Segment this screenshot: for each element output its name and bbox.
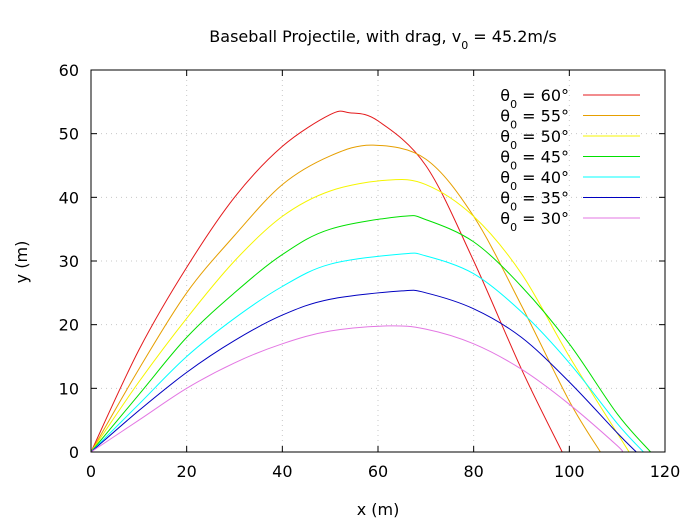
x-tick-label: 80 xyxy=(463,462,483,481)
series-line-1 xyxy=(90,110,563,453)
series-line-6 xyxy=(90,289,637,453)
x-axis-label: x (m) xyxy=(357,500,400,519)
y-tick-label: 10 xyxy=(59,379,79,398)
y-tick-label: 60 xyxy=(59,61,79,80)
legend-label-2: θ0 = 55° xyxy=(500,107,569,132)
series-line-5 xyxy=(90,252,644,453)
x-tick-label: 120 xyxy=(650,462,681,481)
x-tick-label: 60 xyxy=(368,462,388,481)
x-tick-label: 100 xyxy=(554,462,585,481)
x-tick-label: 40 xyxy=(272,462,292,481)
series-line-4 xyxy=(90,215,651,453)
y-tick-label: 20 xyxy=(59,316,79,335)
legend-label-4: θ0 = 45° xyxy=(500,148,569,173)
series-lines xyxy=(90,110,651,453)
x-tick-label: 20 xyxy=(176,462,196,481)
y-axis-label: y (m) xyxy=(12,241,31,284)
x-tick-label: 0 xyxy=(86,462,96,481)
y-tick-label: 0 xyxy=(69,443,79,462)
y-tick-label: 30 xyxy=(59,252,79,271)
chart-title: Baseball Projectile, with drag, v0 = 45.… xyxy=(209,27,556,52)
y-tick-label: 50 xyxy=(59,125,79,144)
series-line-7 xyxy=(90,325,624,453)
legend-label-5: θ0 = 40° xyxy=(500,168,569,193)
legend-label-7: θ0 = 30° xyxy=(500,209,569,234)
y-tick-label: 40 xyxy=(59,188,79,207)
legend-label-6: θ0 = 35° xyxy=(500,189,569,214)
series-line-3 xyxy=(90,179,630,453)
legend-label-1: θ0 = 60° xyxy=(500,86,569,111)
legend-label-3: θ0 = 50° xyxy=(500,127,569,152)
legend: θ0 = 60°θ0 = 55°θ0 = 50°θ0 = 45°θ0 = 40°… xyxy=(500,86,640,234)
axis-ticks: 0 20 40 60 80 100 120 0 10 20 30 40 50 60 xyxy=(59,61,681,481)
